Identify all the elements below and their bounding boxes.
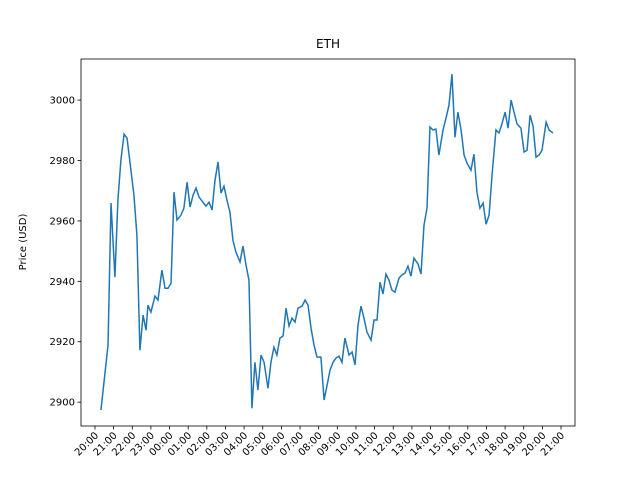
y-tick-label: 2900	[50, 398, 75, 409]
y-tick-label: 3000	[50, 96, 75, 107]
y-tick-label: 2920	[50, 337, 75, 348]
y-tick-label: 2980	[50, 156, 75, 167]
price-line	[100, 74, 554, 411]
y-tick-label: 2960	[50, 216, 75, 227]
plot-frame	[80, 58, 576, 427]
y-tick-label: 2940	[50, 277, 75, 288]
y-axis-label: Price (USD)	[18, 214, 29, 271]
chart-title: ETH	[316, 37, 340, 51]
